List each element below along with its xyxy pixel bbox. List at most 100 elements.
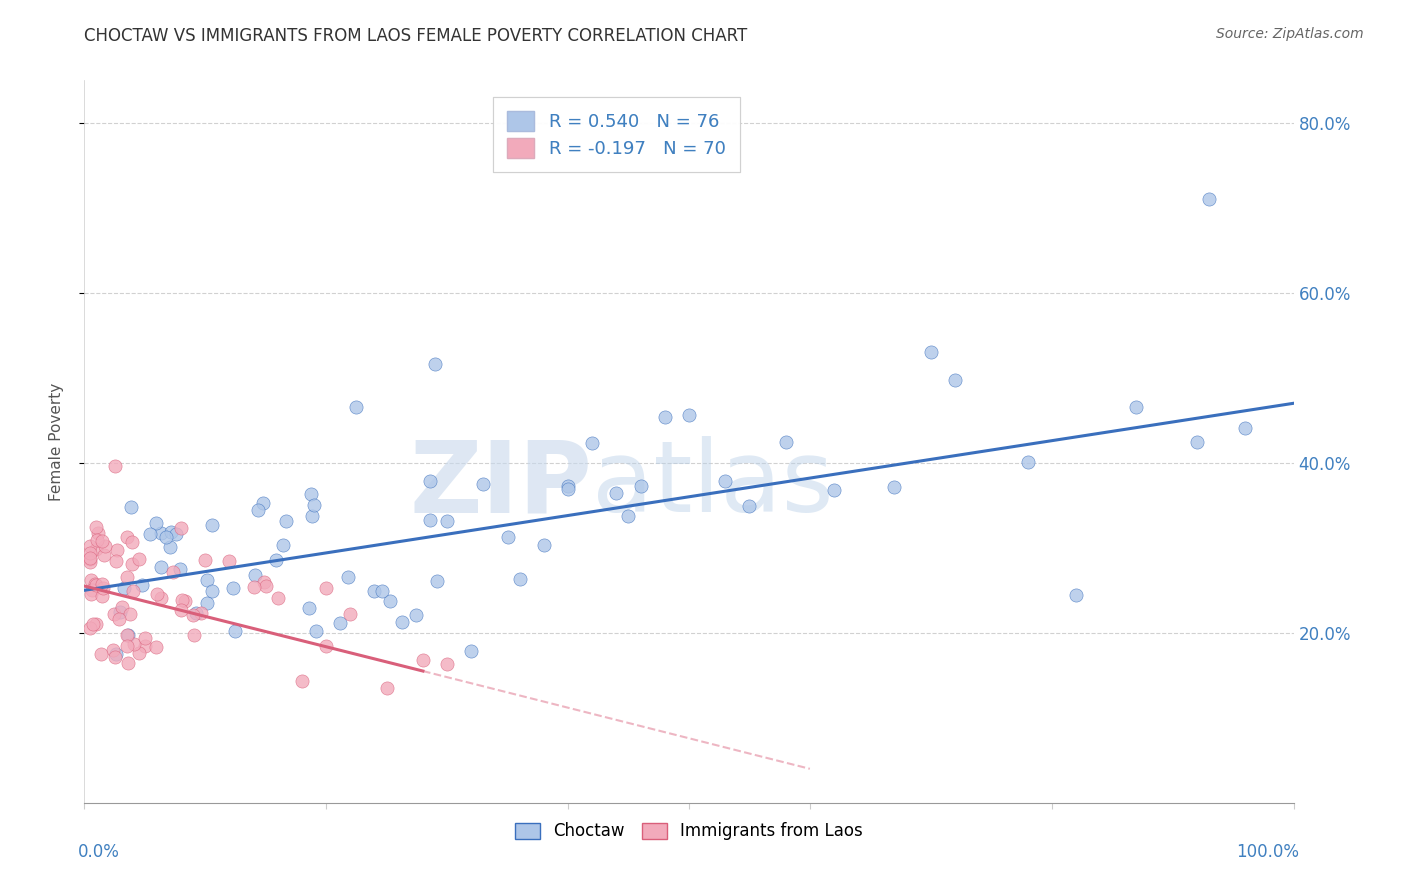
Text: Source: ZipAtlas.com: Source: ZipAtlas.com [1216,27,1364,41]
Point [103,607,125,621]
Point [159,524,181,539]
Point [253,575,276,590]
Point [121,534,143,549]
Point [117,628,139,642]
Point [82,582,104,597]
Point [79,551,101,566]
Point [194,553,217,567]
Point [267,591,290,605]
Point [557,478,579,492]
Text: CHOCTAW VS IMMIGRANTS FROM LAOS FEMALE POVERTY CORRELATION CHART: CHOCTAW VS IMMIGRANTS FROM LAOS FEMALE P… [84,27,748,45]
Point [174,594,197,608]
Point [252,495,274,509]
Point [104,647,127,661]
Point [472,477,495,491]
Point [150,526,173,541]
Point [291,674,314,689]
Point [115,639,138,653]
Point [617,509,640,524]
Point [79,556,101,570]
Point [412,653,434,667]
Point [224,624,246,639]
Point [678,408,700,422]
Point [149,591,172,606]
Point [883,480,905,494]
Point [246,503,269,517]
Point [375,681,398,695]
Point [79,621,101,635]
Point [139,527,162,541]
Point [738,499,761,513]
Point [79,546,101,560]
Point [121,557,143,571]
Point [581,435,603,450]
Point [276,514,298,528]
Point [120,500,142,514]
Point [90,534,112,549]
Point [533,538,555,552]
Point [1017,455,1039,469]
Point [305,624,328,639]
Point [218,554,240,568]
Point [775,434,797,449]
Point [1234,421,1257,435]
Point [80,573,103,587]
Point [419,513,441,527]
Point [86,533,108,548]
Point [79,540,101,554]
Legend: R = 0.540   N = 76, R = -0.197   N = 70: R = 0.540 N = 76, R = -0.197 N = 70 [492,96,740,172]
Point [299,487,322,501]
Point [302,498,325,512]
Point [254,579,277,593]
Text: 100.0%: 100.0% [1236,843,1299,861]
Point [118,607,141,621]
Point [105,543,128,558]
Point [111,599,134,614]
Point [108,605,131,619]
Point [186,607,208,621]
Point [419,474,441,488]
Point [155,530,177,544]
Point [91,576,114,591]
Point [344,400,367,414]
Point [84,577,107,591]
Point [134,639,156,653]
Point [197,574,219,588]
Point [405,608,427,623]
Point [339,607,361,622]
Point [943,373,966,387]
Point [146,587,169,601]
Point [391,615,413,629]
Point [301,508,323,523]
Point [243,567,266,582]
Point [436,515,458,529]
Point [112,581,135,595]
Point [190,607,212,621]
Point [264,552,287,566]
Text: atlas: atlas [592,436,834,533]
Point [1064,588,1087,602]
Point [654,409,676,424]
Point [162,565,184,579]
Point [298,601,321,615]
Point [91,589,114,603]
Point [714,474,737,488]
Point [115,530,138,544]
Point [79,587,101,601]
Point [425,357,447,371]
Point [169,561,191,575]
Point [84,520,107,534]
Point [823,483,845,497]
Point [84,617,107,632]
Point [271,537,294,551]
Point [159,541,181,555]
Y-axis label: Female Poverty: Female Poverty [49,383,63,500]
Point [128,552,150,566]
Point [170,603,193,617]
Point [426,574,449,588]
Point [557,482,579,496]
Point [84,577,107,591]
Point [93,548,115,562]
Point [79,551,101,566]
Point [105,554,128,568]
